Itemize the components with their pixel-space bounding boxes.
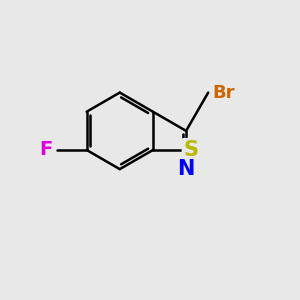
- Text: Br: Br: [213, 84, 235, 102]
- Text: S: S: [184, 140, 199, 160]
- Text: N: N: [177, 159, 195, 179]
- Text: F: F: [40, 140, 53, 160]
